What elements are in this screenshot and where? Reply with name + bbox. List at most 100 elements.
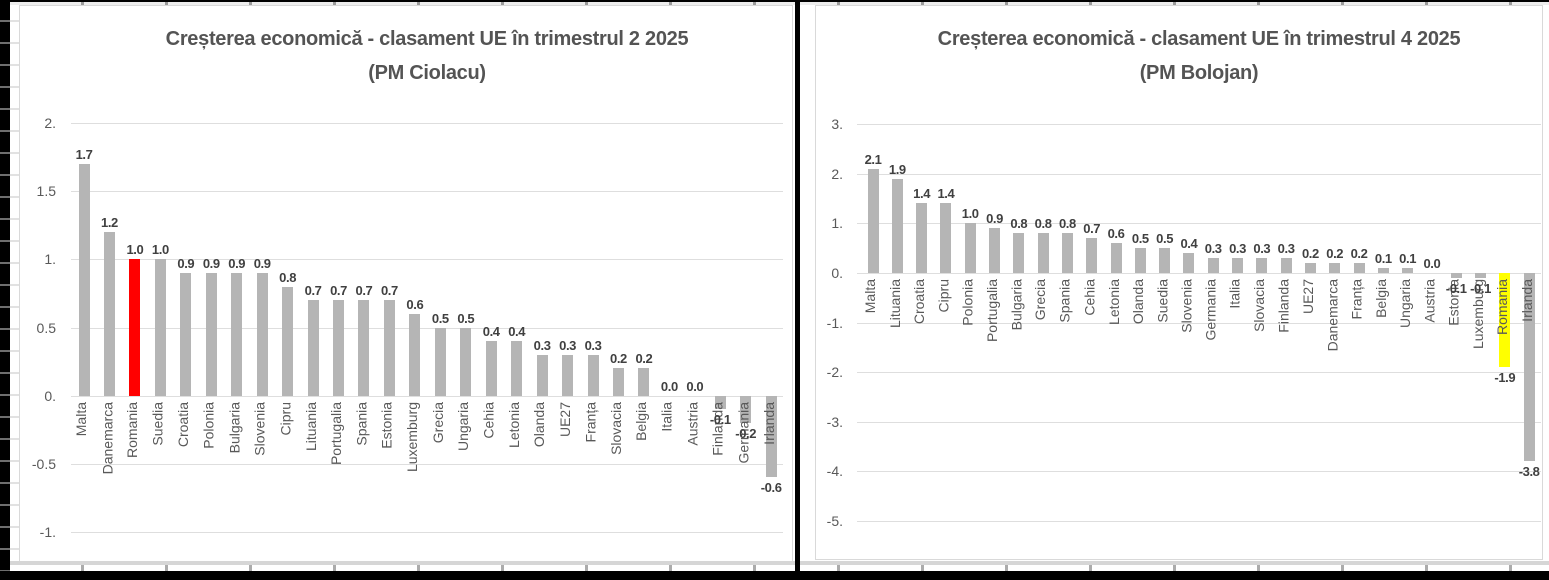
data-label-germania: 0.3: [1204, 240, 1222, 256]
y-axis-tick-label: 1.: [44, 251, 56, 268]
data-label-estonia: 0.7: [380, 283, 398, 299]
sheet-bottom-row-gridline: [0, 561, 1549, 565]
bar-irlanda: [1523, 272, 1535, 462]
category-label-slovenia: Slovenia: [1178, 278, 1195, 333]
data-label-danemarca: 1.2: [101, 215, 118, 231]
bar-italia: [1232, 257, 1243, 273]
bar-malta: [78, 163, 90, 396]
category-label-finlanda: Finlanda: [1275, 278, 1292, 333]
data-label-olanda: 0.3: [533, 337, 551, 353]
bar-spania: [358, 300, 370, 396]
gridline: [857, 223, 1541, 225]
category-label-slovenia: Slovenia: [251, 401, 268, 456]
category-label-cehia: Cehia: [480, 401, 497, 439]
gridline: [857, 421, 1541, 423]
data-label-olanda: 0.5: [1131, 231, 1149, 247]
bar-spania: [1061, 233, 1073, 273]
category-label-italia: Italia: [1227, 278, 1243, 309]
category-label-danemarca: Danemarca: [98, 401, 115, 475]
bar-slovenia: [256, 272, 268, 396]
category-label-franța: Franța: [1348, 278, 1365, 320]
category-label-spania: Spania: [1056, 278, 1073, 323]
bar-franța: [1353, 262, 1365, 273]
data-label-spania: 0.7: [355, 283, 373, 299]
plot-area: 3. 2. 1. 0. -1. -2. -3. -4. -5. 2.1 Malta 1.9 Lituan…: [816, 6, 1542, 559]
chart-title-line2: (PM Ciolacu): [368, 62, 486, 84]
bar-cehia: [1086, 238, 1098, 273]
category-label-slovacia: Slovacia: [1251, 278, 1268, 332]
y-axis-tick-label: 0.: [831, 264, 843, 281]
gridline: [857, 272, 1541, 274]
bar-estonia: [1450, 272, 1462, 278]
bar-grecia: [1037, 233, 1049, 273]
bar-polonia: [964, 223, 976, 273]
bar-irlanda: [765, 395, 777, 478]
bar-belgia: [1377, 267, 1389, 273]
category-label-belgia: Belgia: [633, 401, 650, 441]
category-label-luxemburg: Luxemburg: [404, 401, 421, 472]
category-label-malta: Malta: [862, 278, 879, 314]
y-axis-tick-label: 1.5: [36, 183, 56, 200]
category-label-belgia: Belgia: [1372, 278, 1389, 318]
category-label-bulgaria: Bulgaria: [226, 401, 243, 454]
category-label-olanda: Olanda: [1129, 278, 1146, 325]
y-axis-tick-label: -2.: [826, 364, 843, 381]
category-label-ungaria: Ungaria: [455, 401, 472, 451]
bar-portugalia: [989, 228, 1000, 273]
data-label-suedia: 1.0: [151, 242, 169, 258]
bar-slovacia: [1256, 257, 1268, 273]
data-label-belgia: 0.1: [1374, 250, 1392, 266]
chart-title-line1: Creșterea economică - clasament UE în tr…: [937, 28, 1461, 50]
sheet-top-border: [0, 0, 1549, 5]
data-label-franța: 0.2: [1350, 245, 1368, 261]
data-label-slovenia: 0.9: [253, 255, 271, 271]
chart-title-line2: (PM Bolojan): [1139, 62, 1259, 84]
panel-divider: [795, 0, 800, 580]
category-label-portugalia: Portugalia: [328, 401, 344, 465]
bar-ue27: [562, 354, 574, 396]
category-label-cehia: Cehia: [1081, 278, 1098, 316]
data-label-bulgaria: 0.8: [1010, 216, 1028, 232]
bar-lituania: [307, 300, 319, 396]
bar-ungaria: [460, 327, 472, 396]
category-label-letonia: Letonia: [1105, 278, 1122, 325]
gridline: [857, 173, 1541, 175]
y-axis-tick-label: 0.: [44, 387, 56, 404]
category-label-croatia: Croatia: [175, 401, 192, 447]
data-label-cipru: 0.8: [279, 269, 297, 285]
category-label-germania: Germania: [1202, 278, 1219, 341]
gridline: [857, 322, 1541, 324]
data-label-italia: 0.3: [1229, 240, 1246, 256]
bar-olanda: [536, 354, 548, 396]
data-label-portugalia: 0.7: [330, 283, 347, 299]
sheet-row-tick-gutter: [10, 0, 19, 562]
plot-area: 2. 1.5 1. 0.5 0. -0.5 -1. 1.7 Malta 1.2 Danemarca 1…: [20, 6, 792, 561]
bar-suedia: [154, 259, 166, 396]
y-axis-tick-label: 2.: [44, 115, 56, 131]
chart-title: Creșterea economică - clasament UE în tr…: [857, 22, 1541, 90]
category-label-slovacia: Slovacia: [607, 401, 624, 455]
data-label-luxemburg: -0.1: [1470, 280, 1491, 296]
bar-grecia: [434, 327, 446, 396]
data-label-danemarca: 0.2: [1326, 245, 1344, 261]
data-label-luxemburg: 0.6: [406, 296, 424, 312]
data-label-estonia: -0.1: [1445, 280, 1467, 296]
category-label-italia: Italia: [658, 401, 675, 432]
bar-ue27: [1304, 262, 1316, 273]
data-label-irlanda: -3.8: [1518, 464, 1540, 480]
sheet-left-border: [0, 0, 10, 580]
data-label-finlanda: -0.1: [709, 412, 731, 428]
y-axis-tick-label: 1.: [831, 215, 843, 232]
category-label-grecia: Grecia: [1032, 278, 1049, 321]
y-axis-tick-label: -0.5: [31, 455, 56, 472]
data-label-romania: -1.9: [1494, 370, 1516, 386]
y-axis-tick-label: -3.: [826, 413, 843, 430]
bar-luxemburg: [409, 313, 421, 396]
data-label-malta: 1.7: [75, 146, 93, 162]
data-label-croatia: 1.4: [913, 186, 931, 202]
bar-romania: [1499, 272, 1511, 368]
gridline: [857, 124, 1541, 125]
data-label-cehia: 0.7: [1083, 221, 1101, 237]
gridline: [71, 532, 783, 533]
category-label-cipru: Cipru: [935, 278, 952, 313]
